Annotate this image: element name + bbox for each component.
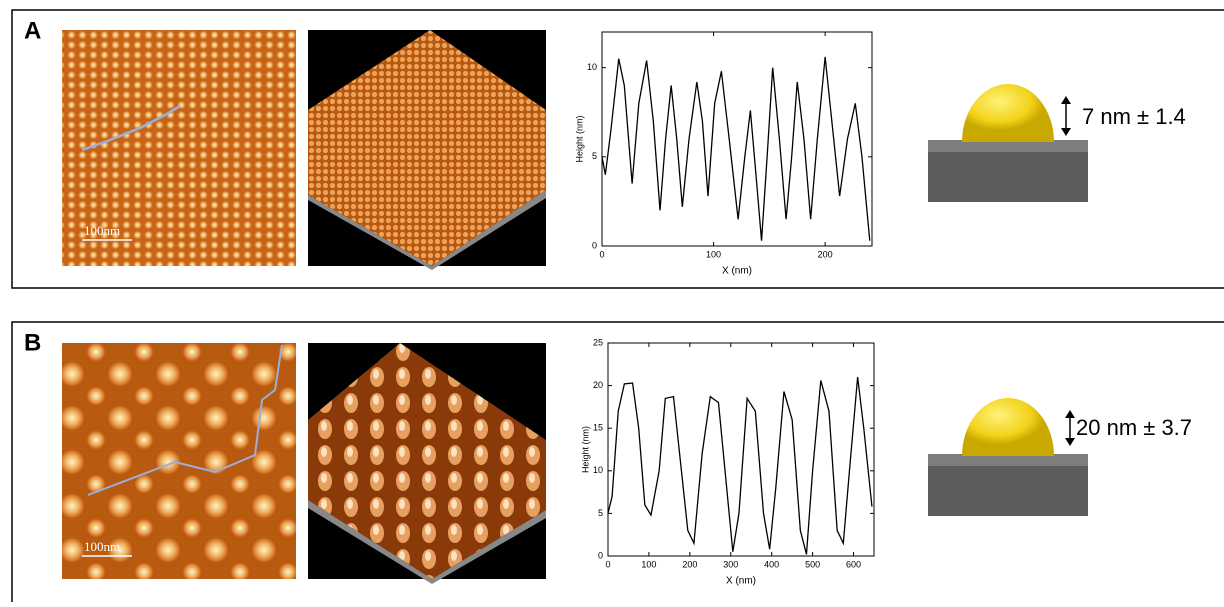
y-tick-label: 0 <box>592 240 597 250</box>
page: {"panels": [ {"label": "A", "scale_bar":… <box>0 0 1224 607</box>
x-tick-label: 300 <box>723 559 738 569</box>
panel-label: A <box>24 17 41 44</box>
x-tick-label: 0 <box>599 249 604 259</box>
particle <box>962 398 1054 456</box>
x-axis-label: X (nm) <box>722 266 752 277</box>
x-axis-label: X (nm) <box>726 576 756 587</box>
y-tick-label: 5 <box>598 508 603 518</box>
y-tick-label: 25 <box>593 337 603 347</box>
y-tick-label: 5 <box>592 151 597 161</box>
scale-bar-label: 100nm <box>84 539 120 554</box>
panel-label: B <box>24 329 41 356</box>
y-tick-label: 20 <box>593 380 603 390</box>
profile-line <box>608 377 872 554</box>
profile-line <box>602 57 870 241</box>
y-tick-label: 0 <box>598 550 603 560</box>
plot-frame <box>608 343 874 556</box>
x-tick-label: 100 <box>706 249 721 259</box>
x-tick-label: 0 <box>605 559 610 569</box>
y-tick-label: 10 <box>593 465 603 475</box>
scale-bar-label: 100nm <box>84 223 120 238</box>
particle <box>962 84 1054 142</box>
x-tick-label: 200 <box>682 559 697 569</box>
substrate <box>928 466 1088 516</box>
y-axis-label: Height (nm) <box>580 426 590 473</box>
height-annotation: 20 nm ± 3.7 <box>1076 415 1192 440</box>
y-tick-label: 10 <box>587 62 597 72</box>
substrate <box>928 152 1088 202</box>
x-tick-label: 200 <box>818 249 833 259</box>
x-tick-label: 100 <box>641 559 656 569</box>
x-tick-label: 400 <box>764 559 779 569</box>
y-axis-label: Height (nm) <box>574 115 584 162</box>
x-tick-label: 600 <box>846 559 861 569</box>
x-tick-label: 500 <box>805 559 820 569</box>
height-annotation: 7 nm ± 1.4 <box>1082 104 1186 129</box>
y-tick-label: 15 <box>593 423 603 433</box>
figure: A 100nm 7 nm ± 1.4 B 100nm 20 nm ± 3.7 0… <box>0 0 1224 602</box>
